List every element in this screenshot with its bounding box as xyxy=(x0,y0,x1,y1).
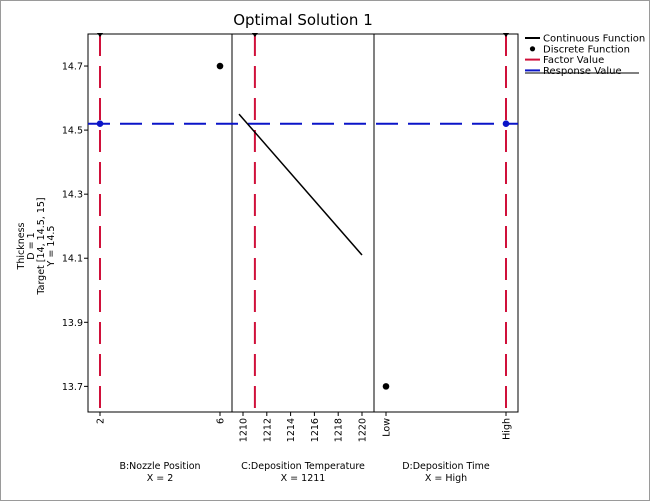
x-tick-label: 6 xyxy=(216,418,227,424)
panel-factor-name: D:Deposition Time xyxy=(402,461,490,472)
y-tick-label: 14.5 xyxy=(62,126,83,137)
legend-continuous-label: Continuous Function xyxy=(543,34,645,45)
y-tick-label: 13.9 xyxy=(62,318,83,329)
plot-frame xyxy=(87,33,519,413)
response-point xyxy=(502,120,510,127)
panel-factor-name: B:Nozzle Position xyxy=(119,461,200,472)
x-tick-label: Low xyxy=(382,418,393,437)
discrete-point xyxy=(382,383,390,390)
plot-area xyxy=(84,33,519,413)
panel-2: 1210 1212 1214 1216 1218 1220 C:Deposition Tem… xyxy=(238,33,369,484)
y-axis-label-line: Target [14, 14.5, 15] xyxy=(36,197,47,295)
legend-discrete-label: Discrete Function xyxy=(543,44,630,55)
y-axis-label-line: Thickness xyxy=(16,222,27,270)
chart-title: Optimal Solution 1 xyxy=(233,11,373,29)
factor-value-marker xyxy=(503,33,509,37)
y-axis-label-line: Y = 14.5 xyxy=(46,226,57,268)
response-point xyxy=(96,120,104,127)
x-tick-label: 1210 xyxy=(239,418,250,442)
panel-factor-setting: X = High xyxy=(425,473,467,484)
panel-factor-setting: X = 2 xyxy=(147,473,174,484)
legend-response-label: Response Value xyxy=(543,66,622,77)
y-tick-label: 14.7 xyxy=(62,62,83,73)
x-tick-label: 1220 xyxy=(358,418,369,442)
x-tick-label: 1216 xyxy=(310,418,321,442)
y-tick-label: 14.3 xyxy=(62,190,83,201)
x-tick-label: High xyxy=(502,418,513,440)
legend-discrete-swatch xyxy=(529,46,536,52)
legend-factor-label: Factor Value xyxy=(543,55,604,66)
continuous-function-line xyxy=(238,113,363,256)
y-tick-label: 14.1 xyxy=(62,254,83,265)
discrete-point xyxy=(216,62,224,70)
x-tick-label: 1214 xyxy=(286,418,297,442)
y-tick-label: 13.7 xyxy=(62,382,83,393)
x-tick-label: 1218 xyxy=(334,418,345,442)
x-tick-label: 2 xyxy=(96,418,107,424)
y-axis-label: Thickness D = 1 Target [14, 14.5, 15] Y = 1… xyxy=(16,197,57,295)
y-axis-label-line: D = 1 xyxy=(26,232,37,259)
panel-factor-name: C:Deposition Temperature xyxy=(241,461,365,472)
panel-factor-setting: X = 1211 xyxy=(281,473,326,484)
x-tick-label: 1212 xyxy=(262,418,273,442)
factor-value-marker xyxy=(97,33,103,37)
factor-value-marker xyxy=(251,33,258,37)
